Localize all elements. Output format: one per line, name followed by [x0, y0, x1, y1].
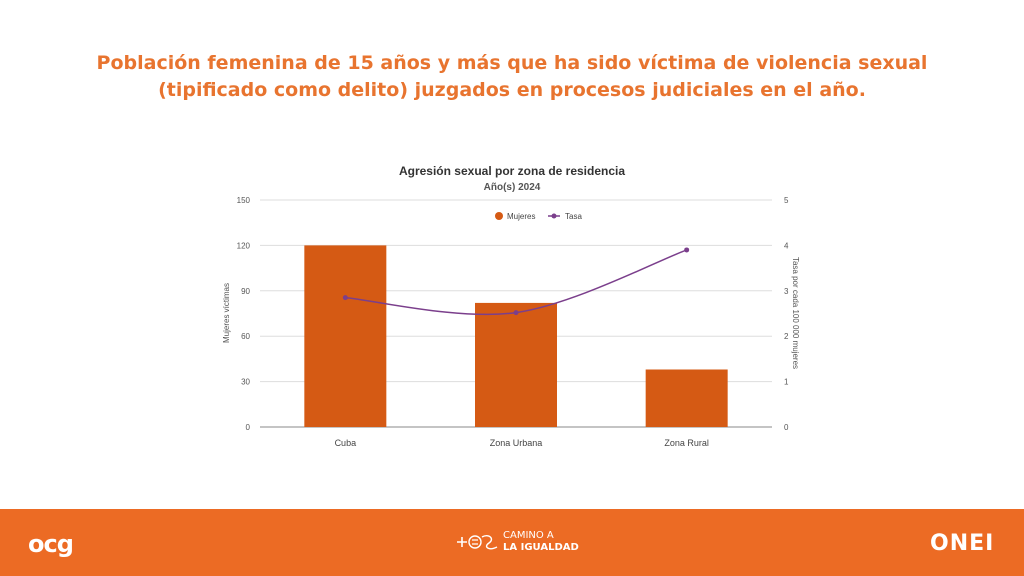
y-tick-label: 60 [241, 332, 250, 341]
y-tick-label: 150 [237, 196, 251, 205]
ocg-logo: ocg [28, 530, 74, 558]
y-tick-label: 120 [237, 241, 251, 250]
footer-bar: ocg CAMINO A LA IGUALDAD ONEI [0, 509, 1024, 576]
camino-igualdad-logo: CAMINO A LA IGUALDAD [455, 527, 585, 557]
point-tasa [684, 247, 690, 253]
legend-swatch-tasa [551, 213, 557, 219]
point-tasa [513, 310, 519, 316]
legend-label-tasa: Tasa [565, 212, 582, 221]
legend-label-mujeres: Mujeres [507, 212, 535, 221]
slide-title: Población femenina de 15 años y más que … [0, 50, 1024, 104]
bar-mujeres [475, 302, 557, 427]
onei-logo: ONEI [930, 531, 995, 556]
chart-title: Agresión sexual por zona de residencia [399, 164, 625, 178]
y2-tick-label: 4 [784, 241, 789, 250]
y-axis-label: Mujeres víctimas [222, 283, 231, 343]
y2-tick-label: 2 [784, 332, 789, 341]
x-tick-label: Cuba [335, 438, 357, 448]
y2-tick-label: 3 [784, 287, 789, 296]
point-tasa [342, 295, 348, 301]
y2-tick-label: 5 [784, 196, 789, 205]
y2-tick-label: 0 [784, 423, 789, 432]
chart-subtitle: Año(s) 2024 [484, 182, 541, 193]
legend-swatch-mujeres [495, 212, 503, 220]
slide-title-line-2: (tipificado como delito) juzgados en pro… [158, 79, 866, 101]
y2-tick-label: 1 [784, 378, 789, 387]
camino-igualdad-text: CAMINO A LA IGUALDAD [503, 530, 579, 554]
camino-line-1: CAMINO A [503, 530, 554, 541]
y-tick-label: 0 [246, 423, 251, 432]
camino-igualdad-icon [457, 534, 498, 550]
chart: Agresión sexual por zona de residencia A… [222, 164, 800, 448]
slide-title-line-1: Población femenina de 15 años y más que … [96, 52, 928, 74]
y2-axis-label: Tasa por cada 100 000 mujeres [791, 257, 800, 369]
y-tick-label: 90 [241, 287, 250, 296]
x-tick-label: Zona Rural [664, 438, 709, 448]
y-tick-label: 30 [241, 378, 250, 387]
x-tick-label: Zona Urbana [490, 438, 543, 448]
chart-legend: Mujeres Tasa [495, 212, 582, 221]
bar-mujeres [645, 369, 728, 427]
bar-mujeres [304, 245, 387, 427]
camino-line-2: LA IGUALDAD [503, 542, 579, 553]
